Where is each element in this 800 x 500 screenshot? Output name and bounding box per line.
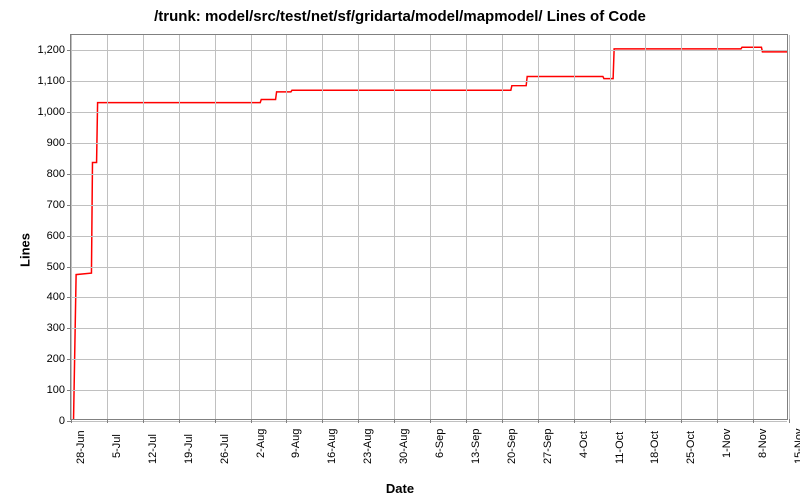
x-tick-label: 30-Aug xyxy=(394,429,410,464)
y-tick-label: 0 xyxy=(59,415,71,427)
y-tick-label: 1,000 xyxy=(37,106,71,118)
y-tick-label: 900 xyxy=(47,137,71,149)
x-tick-label: 11-Oct xyxy=(610,432,626,464)
gridline-v xyxy=(610,35,611,419)
x-tick-mark xyxy=(502,419,503,423)
plot-area: 01002003004005006007008009001,0001,1001,… xyxy=(70,34,788,420)
x-tick-mark xyxy=(789,419,790,423)
gridline-v xyxy=(466,35,467,419)
gridline-v xyxy=(538,35,539,419)
x-tick-label: 2-Aug xyxy=(251,429,267,458)
y-tick-label: 100 xyxy=(47,384,71,396)
gridline-v xyxy=(251,35,252,419)
x-tick-mark xyxy=(71,419,72,423)
x-tick-label: 5-Jul xyxy=(107,434,123,458)
x-tick-mark xyxy=(466,419,467,423)
x-tick-label: 13-Sep xyxy=(466,429,482,464)
x-tick-label: 26-Jul xyxy=(215,434,231,464)
gridline-v xyxy=(430,35,431,419)
chart-title: /trunk: model/src/test/net/sf/gridarta/m… xyxy=(0,8,800,25)
gridline-v xyxy=(681,35,682,419)
gridline-v xyxy=(107,35,108,419)
y-tick-label: 1,100 xyxy=(37,75,71,87)
gridline-v xyxy=(215,35,216,419)
x-tick-label: 16-Aug xyxy=(322,429,338,464)
x-tick-label: 8-Nov xyxy=(753,429,769,458)
x-tick-label: 18-Oct xyxy=(645,431,661,464)
x-tick-label: 23-Aug xyxy=(358,429,374,464)
x-tick-label: 20-Sep xyxy=(502,429,518,464)
y-axis-label: Lines xyxy=(17,233,32,267)
gridline-v xyxy=(574,35,575,419)
x-tick-mark xyxy=(358,419,359,423)
y-tick-label: 500 xyxy=(47,261,71,273)
gridline-v xyxy=(179,35,180,419)
gridline-v xyxy=(143,35,144,419)
x-tick-mark xyxy=(179,419,180,423)
x-axis-label: Date xyxy=(0,481,800,496)
x-tick-mark xyxy=(610,419,611,423)
x-tick-mark xyxy=(286,419,287,423)
x-tick-label: 9-Aug xyxy=(286,429,302,458)
x-tick-mark xyxy=(322,419,323,423)
gridline-v xyxy=(358,35,359,419)
y-tick-label: 400 xyxy=(47,291,71,303)
x-tick-mark xyxy=(753,419,754,423)
gridline-v xyxy=(394,35,395,419)
gridline-v xyxy=(502,35,503,419)
x-tick-label: 15-Nov xyxy=(789,429,800,464)
y-tick-label: 300 xyxy=(47,322,71,334)
x-tick-label: 6-Sep xyxy=(430,429,446,458)
x-tick-mark xyxy=(394,419,395,423)
x-tick-label: 12-Jul xyxy=(143,434,159,464)
gridline-v xyxy=(789,35,790,419)
y-tick-label: 1,200 xyxy=(37,44,71,56)
x-tick-mark xyxy=(251,419,252,423)
x-tick-mark xyxy=(645,419,646,423)
x-tick-mark xyxy=(717,419,718,423)
x-tick-mark xyxy=(215,419,216,423)
x-tick-mark xyxy=(538,419,539,423)
gridline-v xyxy=(286,35,287,419)
x-tick-label: 27-Sep xyxy=(538,429,554,464)
gridline-v xyxy=(753,35,754,419)
x-tick-mark xyxy=(430,419,431,423)
gridline-v xyxy=(322,35,323,419)
loc-chart: /trunk: model/src/test/net/sf/gridarta/m… xyxy=(0,0,800,500)
gridline-v xyxy=(645,35,646,419)
y-tick-label: 700 xyxy=(47,199,71,211)
x-tick-label: 1-Nov xyxy=(717,429,733,458)
gridline-v xyxy=(71,35,72,419)
x-tick-label: 25-Oct xyxy=(681,431,697,464)
y-tick-label: 200 xyxy=(47,353,71,365)
x-tick-mark xyxy=(681,419,682,423)
x-tick-label: 4-Oct xyxy=(574,431,590,458)
x-tick-mark xyxy=(143,419,144,423)
y-tick-label: 800 xyxy=(47,168,71,180)
x-tick-label: 28-Jun xyxy=(71,431,87,465)
x-tick-label: 19-Jul xyxy=(179,434,195,464)
gridline-v xyxy=(717,35,718,419)
x-tick-mark xyxy=(574,419,575,423)
x-tick-mark xyxy=(107,419,108,423)
y-tick-label: 600 xyxy=(47,230,71,242)
